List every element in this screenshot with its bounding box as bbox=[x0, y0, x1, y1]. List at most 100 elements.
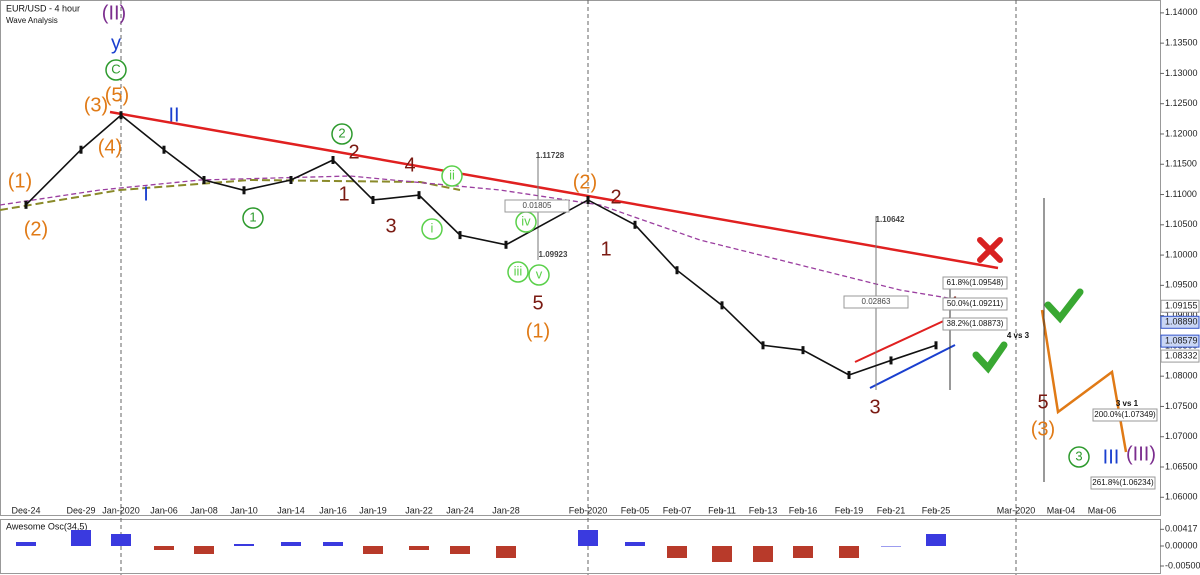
price-point bbox=[761, 341, 765, 350]
wave-circle bbox=[421, 218, 443, 240]
y-tick-label: 1.09000 bbox=[1165, 310, 1198, 320]
price-marker-label: 1.08332 bbox=[1165, 350, 1198, 360]
osc-bar bbox=[712, 546, 732, 562]
osc-title: Awesome Osc(34,5) bbox=[6, 521, 87, 531]
x-tick-label: Jan-10 bbox=[230, 505, 258, 515]
wave-label: III bbox=[1103, 446, 1120, 468]
x-tick-label: Mar-04 bbox=[1047, 505, 1076, 515]
check-mark bbox=[972, 341, 1008, 374]
y-tick-label: 1.11500 bbox=[1165, 159, 1197, 169]
wave-label: iii bbox=[514, 263, 523, 278]
osc-bar bbox=[71, 530, 91, 546]
y-tick-label: 1.14000 bbox=[1165, 7, 1198, 17]
x-tick-label: Feb-25 bbox=[922, 505, 951, 515]
y-tick-label: 1.06000 bbox=[1165, 492, 1198, 502]
x-tick-label: Dec-29 bbox=[66, 505, 95, 515]
wave-label: (2) bbox=[573, 171, 597, 193]
trendline bbox=[109, 110, 999, 270]
x-tick-label: Feb-07 bbox=[663, 505, 692, 515]
wave-label: 3 bbox=[385, 215, 396, 237]
osc-bar bbox=[578, 530, 598, 546]
wave-label: (2) bbox=[24, 218, 48, 240]
price-panel bbox=[0, 0, 1161, 516]
price-point bbox=[119, 111, 123, 120]
osc-bar bbox=[753, 546, 773, 562]
wave-label: 261.8%(1.06234) bbox=[1092, 478, 1154, 487]
wave-label: 3 vs 1 bbox=[1116, 399, 1139, 408]
price-point bbox=[79, 145, 83, 154]
price-point bbox=[720, 301, 724, 310]
osc-bar bbox=[409, 546, 429, 550]
label-box bbox=[1090, 476, 1156, 490]
price-point bbox=[371, 195, 375, 204]
chart-subtitle: Wave Analysis bbox=[6, 16, 58, 25]
x-tick-label: Feb-05 bbox=[621, 505, 650, 515]
wave-label: 1 bbox=[249, 209, 256, 224]
osc-bar bbox=[926, 534, 946, 546]
wave-label: 61.8%(1.09548) bbox=[947, 278, 1004, 287]
price-point bbox=[889, 356, 893, 365]
price-point bbox=[331, 156, 335, 165]
price-marker bbox=[1160, 299, 1200, 313]
price-point bbox=[458, 231, 462, 240]
wave-label: 200.0%(1.07349) bbox=[1094, 410, 1156, 419]
osc-bar bbox=[450, 546, 470, 554]
x-tick-label: Jan-08 bbox=[190, 505, 218, 515]
y-tick-label: 1.06500 bbox=[1165, 461, 1198, 471]
y-tick-label: 1.11000 bbox=[1165, 189, 1197, 199]
osc-bar bbox=[154, 546, 174, 550]
moving-average bbox=[0, 178, 461, 211]
wave-label: y bbox=[111, 32, 121, 54]
x-tick-label: Feb-19 bbox=[835, 505, 864, 515]
wave-label: I bbox=[143, 183, 149, 205]
y-tick-label: 1.08000 bbox=[1165, 371, 1198, 381]
wave-label: i bbox=[431, 220, 434, 235]
label-box bbox=[942, 317, 1008, 331]
price-marker bbox=[1160, 349, 1200, 363]
price-point bbox=[586, 195, 590, 204]
channel-line bbox=[869, 344, 956, 389]
price-point bbox=[801, 346, 805, 355]
price-marker bbox=[1160, 334, 1200, 348]
osc-bar bbox=[234, 544, 254, 546]
y-tick-label: 1.09500 bbox=[1165, 280, 1198, 290]
wave-label: 1 bbox=[338, 183, 349, 205]
label-box bbox=[504, 199, 570, 213]
wave-label: (II) bbox=[102, 2, 126, 24]
price-marker bbox=[1160, 315, 1200, 329]
price-marker-label: 1.08579 bbox=[1165, 335, 1198, 345]
label-box bbox=[843, 295, 909, 309]
osc-tick-label: 0.00417 bbox=[1165, 524, 1198, 534]
osc-bar bbox=[793, 546, 813, 558]
osc-bar bbox=[281, 542, 301, 546]
price-point bbox=[675, 266, 679, 275]
wave-label: 0.02863 bbox=[862, 297, 891, 306]
wave-circle bbox=[242, 207, 264, 229]
wave-label: 1.11728 bbox=[536, 151, 565, 160]
x-tick-label: Jan-2020 bbox=[102, 505, 140, 515]
wave-circle bbox=[441, 165, 463, 187]
wave-circle bbox=[105, 59, 127, 81]
price-point bbox=[202, 175, 206, 184]
osc-bar bbox=[667, 546, 687, 558]
x-tick-label: Feb-16 bbox=[789, 505, 818, 515]
osc-bar bbox=[839, 546, 859, 558]
wave-label: 4 bbox=[404, 154, 415, 176]
osc-bar bbox=[625, 542, 645, 546]
wave-label: 4 vs 3 bbox=[1007, 331, 1030, 340]
price-point bbox=[289, 175, 293, 184]
wave-circle bbox=[528, 264, 550, 286]
osc-bar bbox=[496, 546, 516, 558]
wave-label: ii bbox=[449, 167, 455, 182]
wave-label: 3 bbox=[1075, 448, 1082, 463]
wave-label: iv bbox=[521, 213, 531, 228]
osc-bar bbox=[194, 546, 214, 554]
wave-label: 1.09923 bbox=[539, 250, 568, 259]
x-tick-label: Mar-2020 bbox=[997, 505, 1036, 515]
wave-label: 0.01805 bbox=[523, 201, 552, 210]
wave-label: (1) bbox=[8, 170, 32, 192]
label-box bbox=[942, 297, 1008, 311]
x-tick-label: Jan-06 bbox=[150, 505, 178, 515]
x-tick-label: Feb-21 bbox=[877, 505, 906, 515]
